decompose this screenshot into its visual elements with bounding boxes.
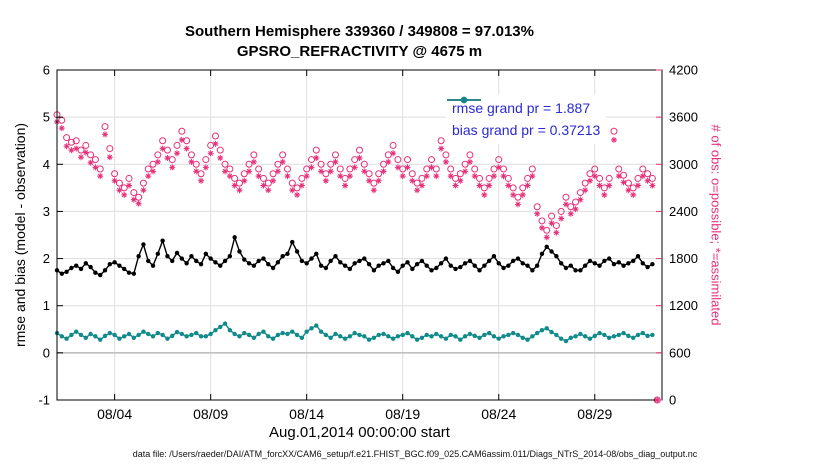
svg-text:08/19: 08/19 <box>385 406 420 422</box>
svg-text:1: 1 <box>43 298 50 313</box>
legend-label-rmse: rmse grand pr = 1.887 <box>452 100 591 116</box>
datafile-caption: data file: /Users/raeder/DAI/ATM_forcXX/… <box>132 449 698 459</box>
svg-text:2: 2 <box>43 251 50 266</box>
x-axis-label: Aug.01,2014 00:00:00 start <box>269 424 450 441</box>
svg-text:0: 0 <box>43 345 50 360</box>
svg-text:600: 600 <box>669 345 691 360</box>
chart-title: Southern Hemisphere 339360 / 349808 = 97… <box>185 23 534 40</box>
svg-text:08/29: 08/29 <box>577 406 612 422</box>
svg-text:3: 3 <box>43 204 50 219</box>
svg-text:3000: 3000 <box>669 157 698 172</box>
svg-text:4200: 4200 <box>669 63 698 78</box>
svg-text:08/09: 08/09 <box>193 406 228 422</box>
svg-text:-1: -1 <box>38 393 50 408</box>
svg-text:5: 5 <box>43 110 50 125</box>
chart-subtitle: GPSRO_REFRACTIVITY @ 4675 m <box>236 43 483 60</box>
svg-text:08/14: 08/14 <box>289 406 324 422</box>
svg-text:1800: 1800 <box>669 251 698 266</box>
svg-text:6: 6 <box>43 63 50 78</box>
title-block: Southern Hemisphere 339360 / 349808 = 97… <box>57 22 662 62</box>
svg-text:3600: 3600 <box>669 110 698 125</box>
svg-text:08/24: 08/24 <box>481 406 516 422</box>
svg-text:2400: 2400 <box>669 204 698 219</box>
legend-entry-bias: bias grand pr = 0.37213 <box>447 96 601 141</box>
svg-text:4: 4 <box>43 157 50 172</box>
legend: rmse grand pr = 1.887 bias grand pr = 0.… <box>446 94 607 144</box>
svg-text:1200: 1200 <box>669 298 698 313</box>
legend-label-bias: bias grand pr = 0.37213 <box>452 122 601 138</box>
svg-text:0: 0 <box>669 393 676 408</box>
svg-text:08/04: 08/04 <box>97 406 132 422</box>
bias-line-swatch <box>447 96 481 104</box>
